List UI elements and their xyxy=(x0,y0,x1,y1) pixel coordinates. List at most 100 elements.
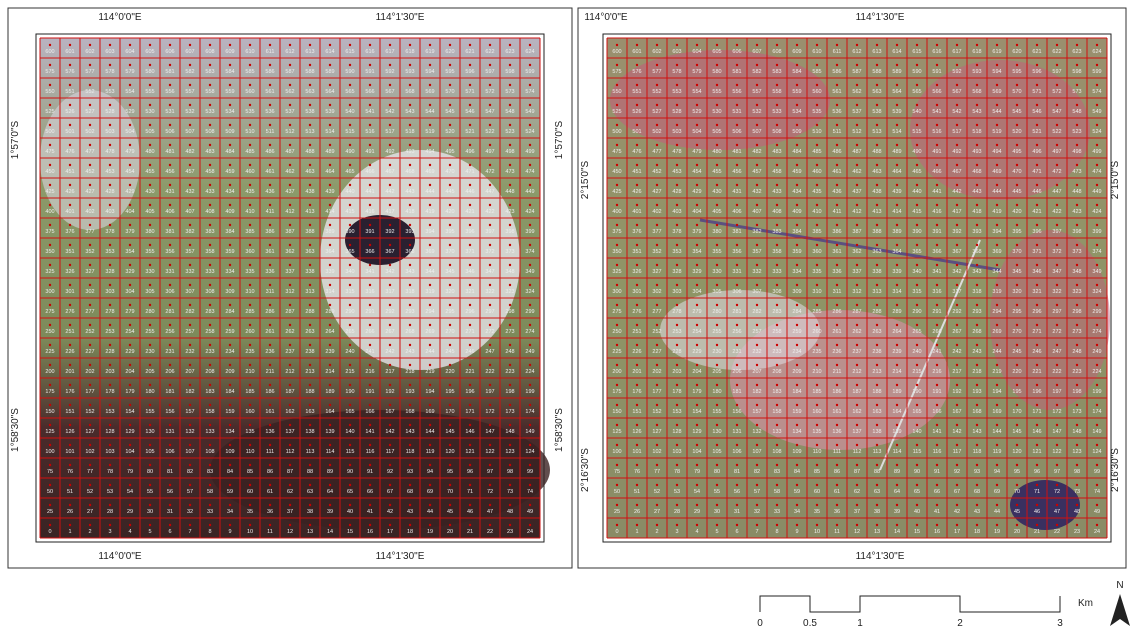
cell-number: 177 xyxy=(85,389,94,395)
cell-number: 112 xyxy=(853,449,862,455)
cell-number: 599 xyxy=(1092,69,1101,75)
cell-number: 502 xyxy=(652,129,661,135)
cell-point xyxy=(469,424,471,426)
cell-number: 550 xyxy=(45,89,54,95)
cell-point xyxy=(856,504,858,506)
cell-number: 70 xyxy=(1014,489,1020,495)
cell-number: 89 xyxy=(327,469,333,475)
cell-number: 130 xyxy=(145,429,154,435)
cell-point xyxy=(429,484,431,486)
cell-number: 613 xyxy=(872,49,881,55)
cell-number: 463 xyxy=(305,169,314,175)
cell-point xyxy=(756,84,758,86)
cell-number: 496 xyxy=(465,149,474,155)
cell-number: 454 xyxy=(692,169,701,175)
cell-number: 434 xyxy=(792,189,801,195)
cell-number: 228 xyxy=(672,349,681,355)
cell-number: 332 xyxy=(185,269,194,275)
cell-point xyxy=(309,324,311,326)
cell-point xyxy=(1036,404,1038,406)
cell-number: 220 xyxy=(1012,369,1021,375)
cell-point xyxy=(249,484,251,486)
cell-number: 41 xyxy=(367,509,373,515)
cell-point xyxy=(616,164,618,166)
cell-point xyxy=(1076,524,1078,526)
cell-point xyxy=(129,244,131,246)
cell-point xyxy=(856,264,858,266)
cell-number: 310 xyxy=(245,289,254,295)
cell-number: 543 xyxy=(405,109,414,115)
cell-number: 18 xyxy=(974,529,980,535)
cell-point xyxy=(1056,404,1058,406)
cell-point xyxy=(936,64,938,66)
cell-number: 286 xyxy=(832,309,841,315)
cell-number: 527 xyxy=(85,109,94,115)
cell-point xyxy=(389,64,391,66)
cell-point xyxy=(89,164,91,166)
cell-number: 507 xyxy=(752,129,761,135)
cell-point xyxy=(229,444,231,446)
cell-point xyxy=(836,44,838,46)
cell-point xyxy=(1076,424,1078,426)
cell-point xyxy=(896,384,898,386)
cell-point xyxy=(876,144,878,146)
cell-number: 227 xyxy=(85,349,94,355)
cell-point xyxy=(956,364,958,366)
cell-point xyxy=(1076,244,1078,246)
cell-number: 141 xyxy=(365,429,374,435)
cell-point xyxy=(916,344,918,346)
cell-number: 325 xyxy=(612,269,621,275)
cell-number: 603 xyxy=(672,49,681,55)
cell-number: 572 xyxy=(1052,89,1061,95)
cell-point xyxy=(696,224,698,226)
cell-point xyxy=(489,304,491,306)
cell-point xyxy=(389,284,391,286)
cell-point xyxy=(736,304,738,306)
cell-number: 519 xyxy=(425,129,434,135)
cell-point xyxy=(956,44,958,46)
cell-point xyxy=(109,184,111,186)
cell-point xyxy=(976,104,978,106)
cell-number: 22 xyxy=(1054,529,1060,535)
cell-point xyxy=(656,464,658,466)
cell-point xyxy=(109,484,111,486)
cell-point xyxy=(109,304,111,306)
cell-number: 540 xyxy=(912,109,921,115)
cell-point xyxy=(616,304,618,306)
cell-point xyxy=(936,384,938,386)
cell-point xyxy=(229,404,231,406)
right-coordinate: 2°15'0"S xyxy=(1110,160,1121,199)
cell-number: 561 xyxy=(265,89,274,95)
cell-number: 465 xyxy=(912,169,921,175)
cell-number: 165 xyxy=(345,409,354,415)
cell-number: 575 xyxy=(45,69,54,75)
cell-point xyxy=(1056,124,1058,126)
cell-point xyxy=(209,484,211,486)
cell-point xyxy=(876,204,878,206)
cell-point xyxy=(916,424,918,426)
cell-number: 66 xyxy=(367,489,373,495)
cell-point xyxy=(1096,404,1098,406)
cell-point xyxy=(349,504,351,506)
cell-point xyxy=(656,284,658,286)
cell-point xyxy=(1036,244,1038,246)
cell-point xyxy=(89,344,91,346)
cell-point xyxy=(816,64,818,66)
cell-number: 194 xyxy=(425,389,434,395)
cell-number: 573 xyxy=(505,89,514,95)
cell-number: 555 xyxy=(145,89,154,95)
cell-point xyxy=(896,444,898,446)
cell-point xyxy=(1096,124,1098,126)
cell-number: 356 xyxy=(732,249,741,255)
cell-number: 611 xyxy=(833,49,842,55)
cell-number: 196 xyxy=(1032,389,1041,395)
cell-point xyxy=(469,404,471,406)
cell-point xyxy=(816,244,818,246)
cell-number: 169 xyxy=(992,409,1001,415)
cell-number: 58 xyxy=(207,489,213,495)
cell-point xyxy=(1056,524,1058,526)
cell-number: 549 xyxy=(1092,109,1101,115)
cell-number: 310 xyxy=(812,289,821,295)
cell-number: 504 xyxy=(125,129,134,135)
cell-point xyxy=(796,364,798,366)
